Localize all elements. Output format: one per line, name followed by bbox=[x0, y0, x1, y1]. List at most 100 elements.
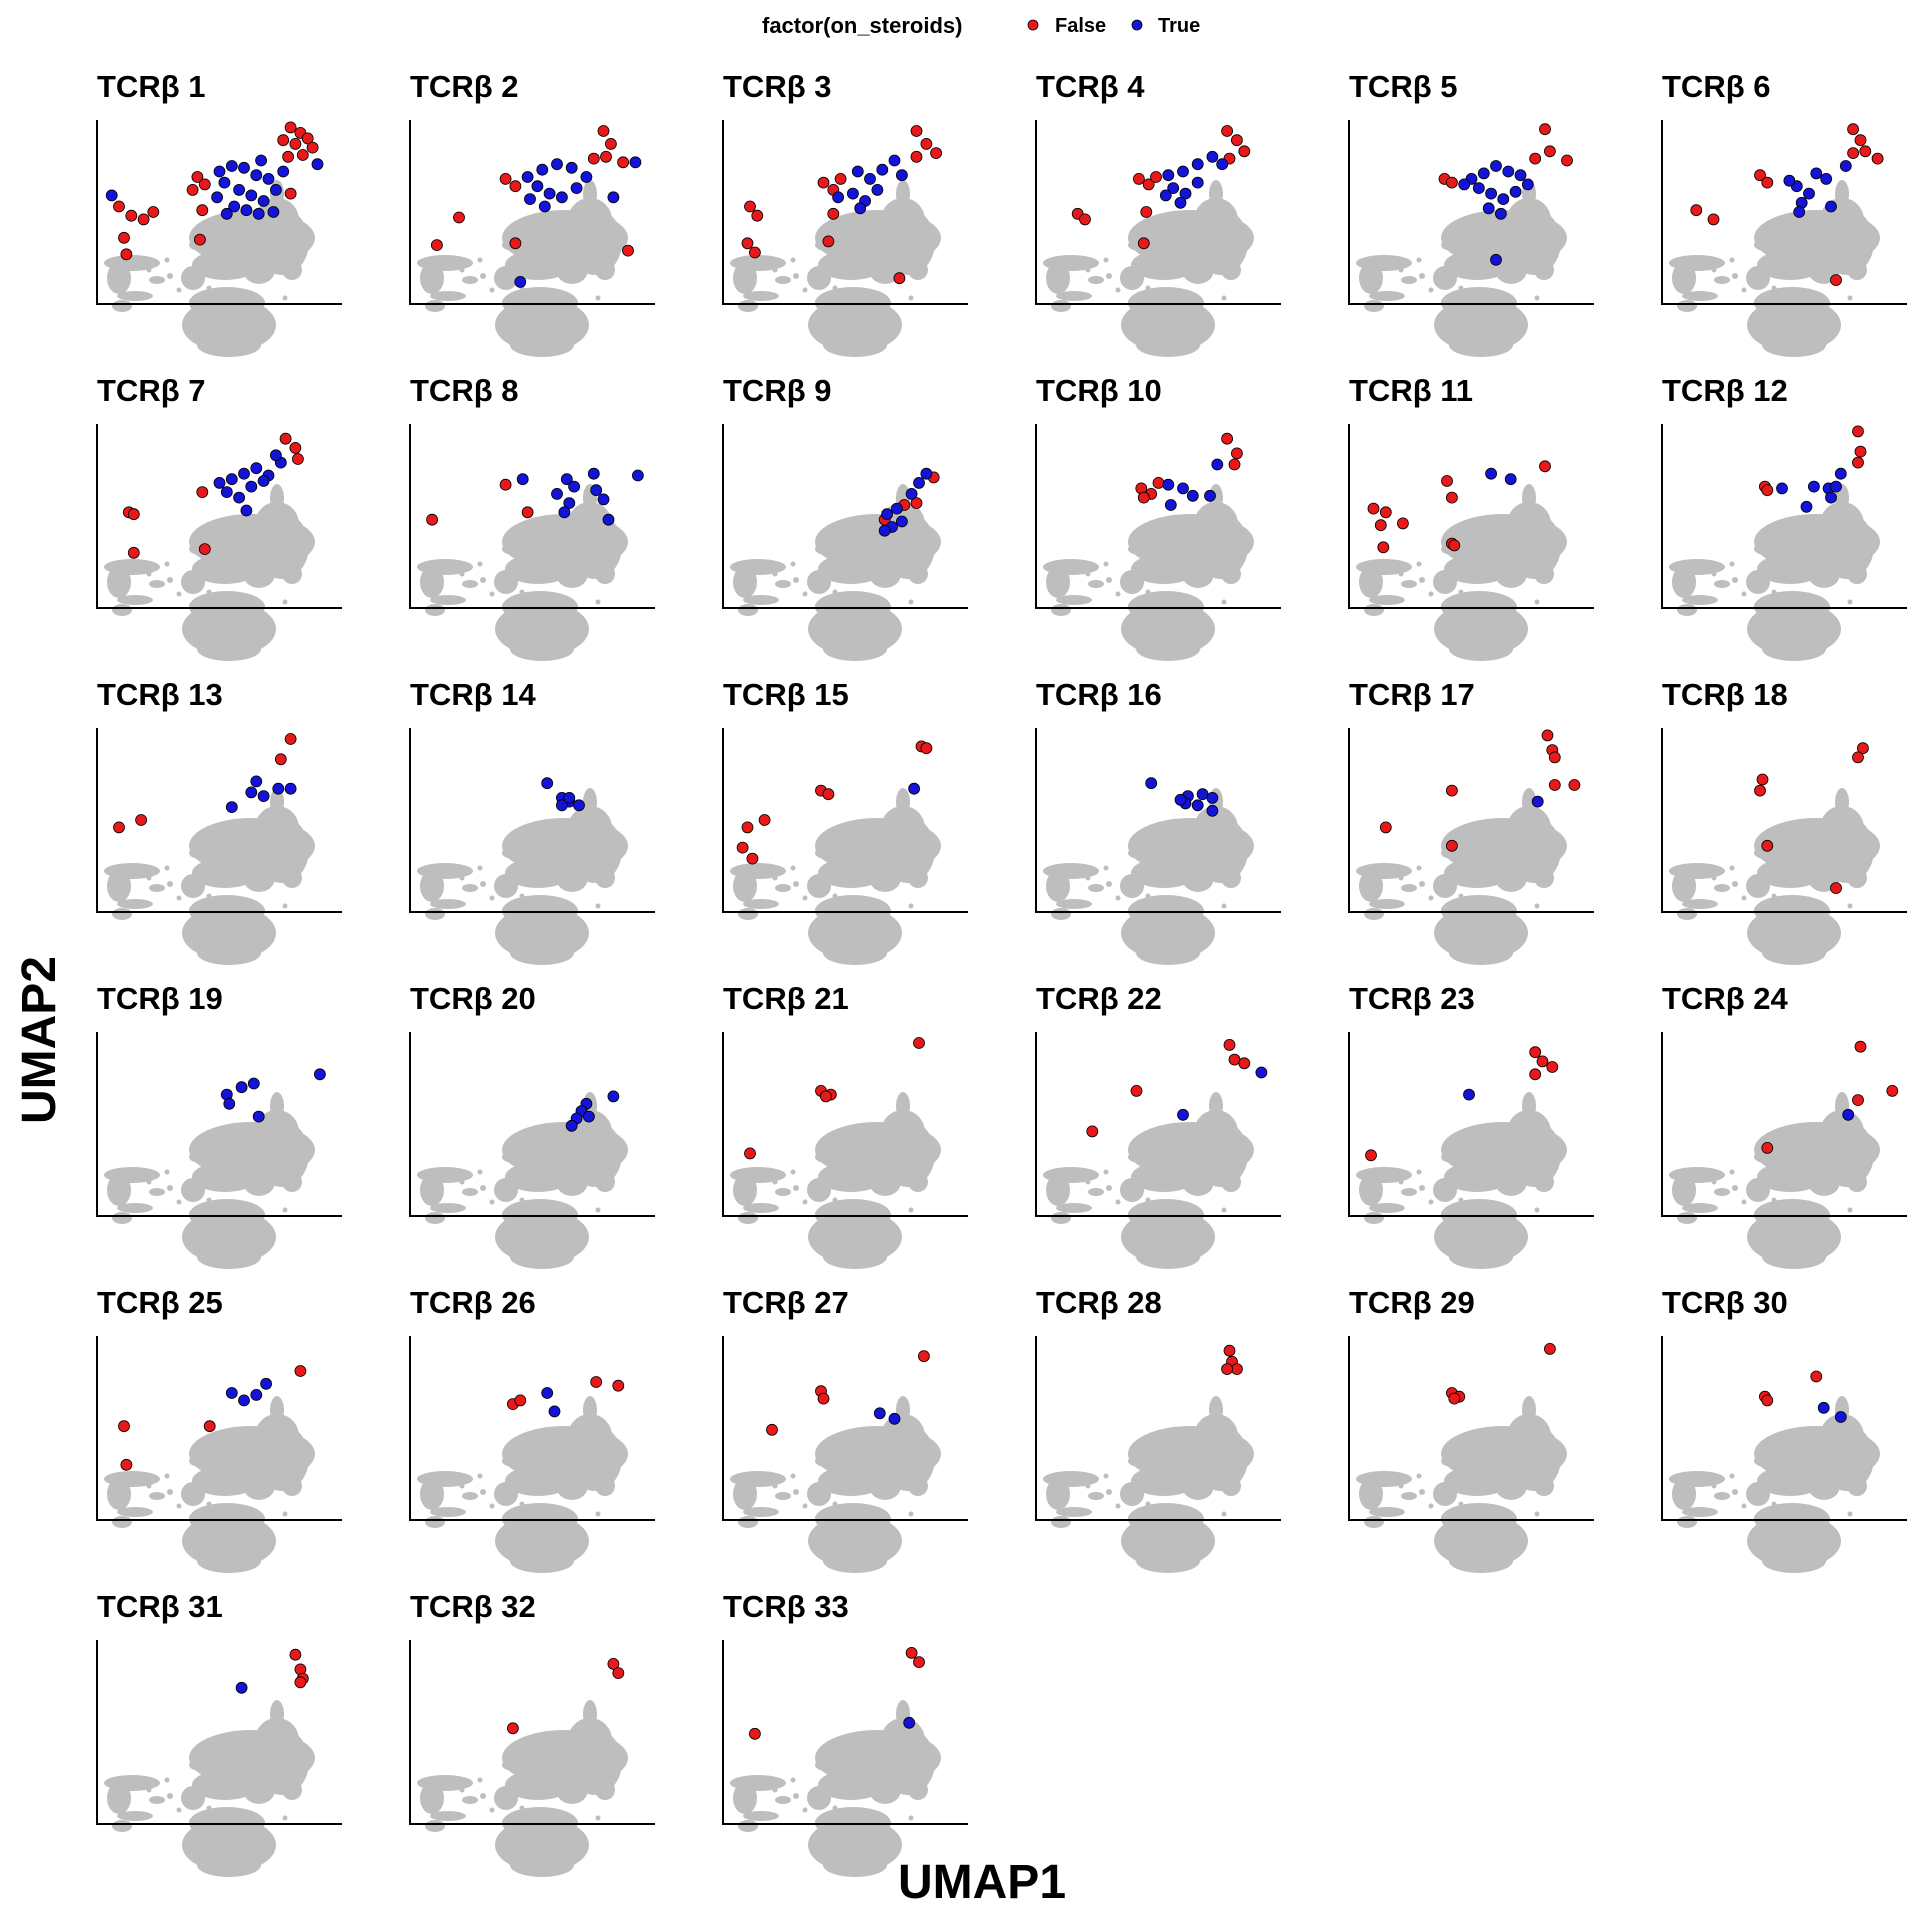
panel-axes bbox=[1661, 728, 1907, 913]
point-true bbox=[269, 183, 282, 196]
point-true bbox=[560, 473, 573, 486]
umap-background-cells bbox=[730, 788, 941, 965]
panel-title: TCRβ 2 bbox=[410, 69, 519, 104]
point-false bbox=[1231, 134, 1243, 147]
point-false bbox=[1761, 1142, 1774, 1154]
umap-background-cells bbox=[730, 484, 941, 661]
point-false bbox=[137, 213, 150, 226]
umap-background-cells bbox=[1043, 788, 1254, 965]
point-false bbox=[1379, 506, 1392, 519]
panel-axes bbox=[409, 728, 655, 913]
panel-axes bbox=[409, 424, 655, 609]
umap-background-cells bbox=[1356, 1396, 1567, 1573]
facet-panel: TCRβ 1 bbox=[96, 69, 342, 357]
point-false bbox=[1221, 125, 1233, 137]
point-false bbox=[920, 137, 933, 150]
facet-panels: TCRβ 1 TCRβ 2 TCRβ 3 TCRβ 4 TCRβ 5 TCRβ 6 TCRβ… bbox=[96, 69, 1907, 1877]
legend-title: factor(on_steroids) bbox=[762, 13, 962, 38]
point-true bbox=[1825, 200, 1837, 213]
umap-background-cells bbox=[417, 180, 628, 357]
point-true bbox=[556, 191, 568, 204]
point-true bbox=[1177, 1108, 1189, 1121]
point-true bbox=[105, 189, 118, 202]
point-true bbox=[1463, 1088, 1475, 1101]
point-true bbox=[556, 799, 568, 812]
point-true bbox=[514, 275, 527, 288]
umap-background-cells bbox=[730, 1092, 941, 1269]
point-false bbox=[1448, 1392, 1461, 1405]
point-false bbox=[301, 132, 314, 145]
facet-panel: TCRβ 7 bbox=[96, 373, 342, 661]
panel-axes bbox=[96, 424, 342, 609]
point-false bbox=[1152, 476, 1165, 489]
point-true bbox=[233, 183, 246, 196]
point-false bbox=[817, 176, 830, 189]
point-false bbox=[758, 814, 771, 826]
point-false bbox=[284, 187, 297, 200]
panel-title: TCRβ 33 bbox=[723, 1589, 849, 1624]
facet-panel: TCRβ 16 bbox=[1035, 677, 1281, 965]
point-false bbox=[191, 171, 204, 183]
point-true bbox=[235, 1081, 248, 1094]
point-true bbox=[252, 1110, 265, 1123]
point-true bbox=[250, 169, 263, 182]
point-true bbox=[1177, 165, 1189, 178]
facet-panel: TCRβ 6 bbox=[1661, 69, 1907, 357]
point-true bbox=[1803, 187, 1815, 200]
point-true bbox=[1159, 189, 1172, 202]
panel-title: TCRβ 8 bbox=[410, 373, 519, 408]
point-true bbox=[583, 1110, 595, 1123]
point-false bbox=[1544, 145, 1556, 158]
point-true bbox=[252, 207, 265, 220]
point-false bbox=[1536, 1055, 1549, 1068]
point-true bbox=[1830, 480, 1842, 493]
point-true bbox=[238, 467, 250, 480]
umap-background-cells bbox=[1043, 1396, 1254, 1573]
point-false bbox=[1761, 839, 1774, 852]
point-false bbox=[893, 272, 906, 285]
facet-panel: TCRβ 8 bbox=[409, 373, 655, 661]
point-false bbox=[1852, 1094, 1864, 1106]
point-false bbox=[1079, 213, 1091, 226]
point-false bbox=[1365, 1149, 1377, 1162]
facet-panel: TCRβ 2 bbox=[409, 69, 655, 357]
point-false bbox=[913, 1037, 925, 1049]
point-true bbox=[876, 163, 889, 176]
panel-axes bbox=[1661, 120, 1907, 305]
point-true bbox=[257, 195, 270, 207]
point-false bbox=[430, 239, 443, 252]
point-true bbox=[1145, 777, 1158, 790]
point-false bbox=[453, 211, 465, 224]
point-true bbox=[1793, 206, 1806, 218]
point-false bbox=[1130, 1085, 1143, 1097]
umap-background-cells bbox=[417, 788, 628, 965]
point-false bbox=[1374, 519, 1387, 532]
facet-panel: TCRβ 3 bbox=[722, 69, 968, 357]
facet-panel: TCRβ 29 bbox=[1348, 1285, 1594, 1573]
panel-axes bbox=[1348, 1032, 1594, 1217]
point-false bbox=[294, 1365, 307, 1377]
point-true bbox=[602, 513, 615, 526]
panel-axes bbox=[409, 1640, 655, 1825]
point-false bbox=[1857, 742, 1869, 755]
point-true bbox=[1477, 167, 1490, 180]
facet-panel: TCRβ 11 bbox=[1348, 373, 1594, 661]
legend-swatch-true bbox=[1131, 19, 1143, 31]
point-false bbox=[920, 742, 933, 755]
point-true bbox=[536, 163, 549, 176]
panel-title: TCRβ 25 bbox=[97, 1285, 223, 1320]
point-false bbox=[605, 137, 617, 150]
facet-panel: TCRβ 30 bbox=[1661, 1285, 1907, 1573]
point-true bbox=[262, 172, 275, 185]
panel-title: TCRβ 3 bbox=[723, 69, 832, 104]
panel-title: TCRβ 32 bbox=[410, 1589, 536, 1624]
point-false bbox=[1529, 1046, 1542, 1059]
facet-panel: TCRβ 17 bbox=[1348, 677, 1594, 965]
point-false bbox=[279, 432, 292, 445]
point-false bbox=[587, 152, 600, 165]
point-false bbox=[284, 733, 297, 745]
facet-panel: TCRβ 26 bbox=[409, 1285, 655, 1573]
point-false bbox=[193, 233, 206, 246]
panel-axes bbox=[1661, 1032, 1907, 1217]
